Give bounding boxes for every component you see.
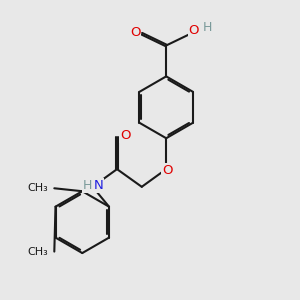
Text: H: H — [203, 21, 212, 34]
Text: CH₃: CH₃ — [28, 183, 49, 193]
Text: O: O — [162, 164, 172, 177]
Text: CH₃: CH₃ — [28, 247, 49, 256]
Text: N: N — [94, 179, 103, 192]
Text: O: O — [188, 24, 199, 37]
Text: O: O — [120, 129, 130, 142]
Text: H: H — [82, 179, 92, 192]
Text: O: O — [130, 26, 140, 39]
